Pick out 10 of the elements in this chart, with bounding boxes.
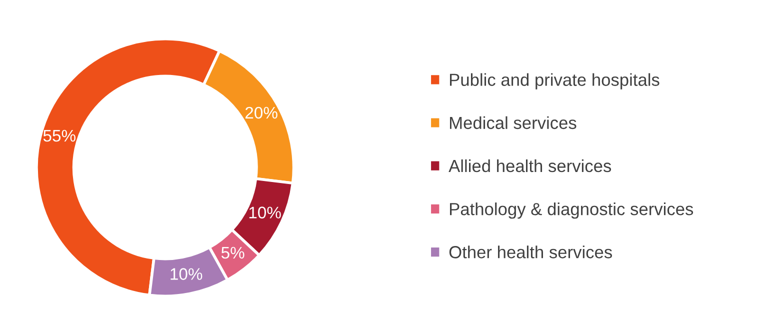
legend-label: Medical services: [450, 116, 576, 130]
data-label: 20%: [245, 106, 278, 119]
legend-label: Public and private hospitals: [450, 73, 660, 90]
data-label: 10%: [249, 206, 281, 218]
legend-label: Other health services: [449, 246, 612, 258]
legend-label: Pathology & diagnostic services: [450, 202, 694, 219]
legend-label: Allied health services: [448, 159, 612, 172]
data-label: 55%: [43, 130, 76, 142]
data-label: 5%: [221, 246, 244, 259]
data-label: 10%: [170, 268, 202, 280]
